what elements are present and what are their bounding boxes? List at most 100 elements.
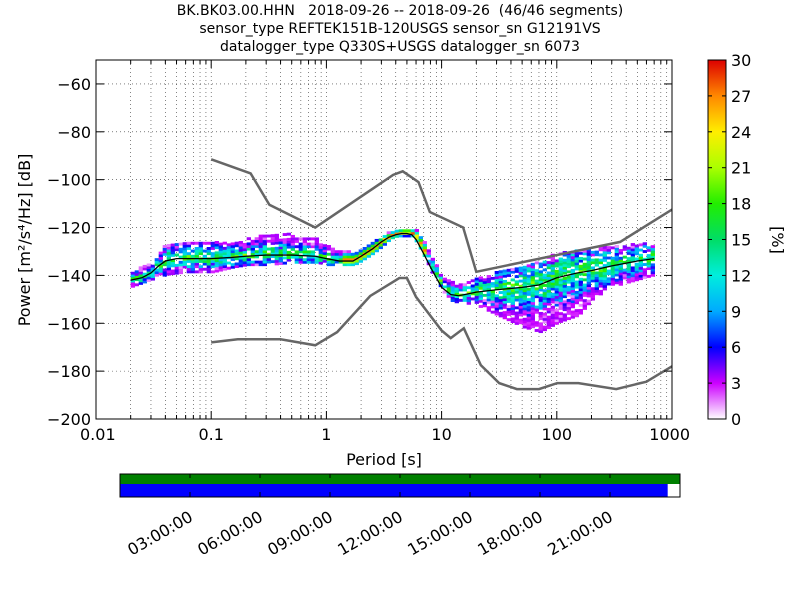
density-cell [302, 247, 307, 251]
density-cell [306, 250, 311, 254]
density-cell [578, 285, 583, 289]
density-cell [614, 247, 619, 251]
density-cell [642, 276, 647, 279]
density-cell [242, 245, 247, 249]
density-cell [522, 291, 527, 295]
density-cell [518, 303, 523, 306]
density-cell [586, 271, 591, 275]
density-cell [146, 263, 151, 267]
density-cell [438, 279, 443, 282]
density-cell [502, 303, 507, 307]
density-cell [510, 317, 515, 321]
density-cell [558, 317, 563, 321]
density-cell [506, 297, 511, 301]
density-cell [578, 257, 583, 260]
density-cell [650, 258, 655, 262]
density-cell [590, 295, 595, 298]
density-cell [570, 302, 575, 306]
y-tick-label: −80 [57, 123, 91, 142]
density-cell [526, 321, 531, 325]
density-cell [298, 258, 303, 262]
density-cell [554, 282, 559, 286]
density-cell [590, 292, 595, 296]
density-cell [562, 305, 567, 309]
density-cell [474, 300, 479, 304]
density-cell [594, 250, 599, 254]
density-cell [330, 247, 335, 251]
density-cell [554, 293, 559, 297]
density-cell [262, 255, 267, 259]
density-cell [270, 234, 275, 238]
density-cell [502, 282, 507, 286]
density-cell [526, 287, 531, 291]
density-cell [590, 261, 595, 265]
density-cell [570, 253, 575, 257]
density-cell [558, 260, 563, 264]
density-cell [322, 246, 327, 250]
density-cell [482, 299, 487, 303]
density-cell [594, 276, 599, 280]
density-cell [206, 252, 211, 256]
density-cell [526, 279, 531, 283]
density-cell [194, 252, 199, 256]
density-cell [542, 320, 547, 324]
density-cell [646, 264, 651, 268]
density-cell [326, 260, 331, 264]
density-cell [486, 282, 491, 286]
density-cell [198, 270, 203, 274]
density-cell [574, 254, 579, 258]
density-cell [478, 297, 483, 301]
density-cell [326, 263, 331, 267]
density-cell [382, 235, 387, 238]
timeline-tick-label: 06:00:00 [194, 507, 266, 559]
density-cell [558, 301, 563, 305]
density-cell [302, 240, 307, 243]
density-cell [542, 273, 547, 277]
colorbar: 0 3 6 9 12 15 18 21 24 27 30 [%] [707, 51, 787, 429]
density-cell [186, 244, 191, 248]
density-cell [262, 258, 267, 261]
timeline-tick-label: 03:00:00 [124, 507, 196, 559]
density-cell [162, 250, 167, 254]
density-cell [258, 263, 263, 267]
density-cell [562, 313, 567, 317]
density-cell [350, 263, 355, 267]
density-cell [222, 257, 227, 261]
density-cell [534, 282, 539, 286]
density-cell [590, 279, 595, 283]
density-cell [254, 250, 259, 254]
density-cell [242, 248, 247, 252]
density-cell [594, 258, 599, 262]
density-cell [450, 296, 455, 300]
density-cell [582, 262, 587, 266]
density-cell [606, 277, 611, 281]
density-cell [486, 277, 491, 281]
density-cell [570, 292, 575, 296]
density-cell [614, 255, 619, 259]
density-cell [578, 311, 583, 315]
density-cell [190, 260, 195, 263]
density-cell [554, 303, 559, 307]
density-cell [530, 312, 535, 316]
density-cell [158, 272, 163, 276]
density-cell [198, 267, 203, 271]
x-tick-label: 10 [431, 425, 451, 444]
density-cell [614, 260, 619, 264]
density-cell [518, 266, 523, 270]
density-cell [470, 292, 475, 296]
density-cell [526, 282, 531, 286]
density-cell [510, 283, 515, 287]
density-cell [526, 292, 531, 296]
density-cell [454, 284, 459, 288]
density-cell [258, 234, 263, 238]
density-cell [302, 242, 307, 246]
density-cell [202, 254, 207, 258]
density-cell [494, 281, 499, 285]
density-cell [182, 265, 187, 269]
density-cell [226, 245, 231, 249]
density-cell [570, 294, 575, 298]
mean-psd-line [130, 232, 655, 297]
density-cell [574, 262, 579, 266]
density-cell [566, 293, 571, 297]
density-cell [494, 283, 499, 287]
